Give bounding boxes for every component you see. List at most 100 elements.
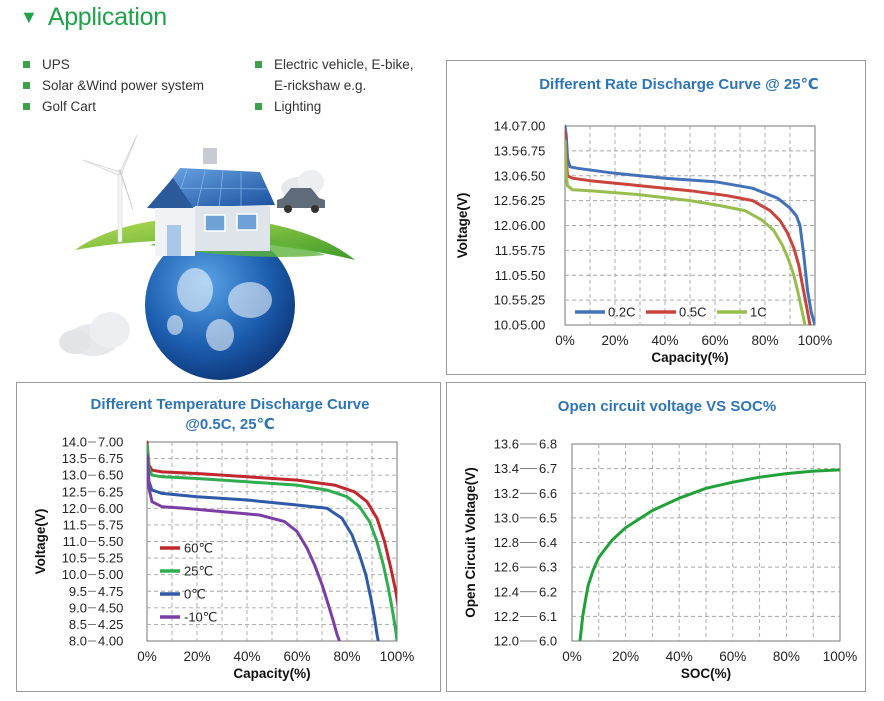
- car-icon: [277, 188, 325, 213]
- y-tick-label: 14.0: [62, 435, 87, 450]
- y-tick-label: 10.5: [62, 551, 87, 566]
- y2-tick-label: 6.75: [520, 143, 545, 158]
- bullet-icon: [255, 61, 262, 68]
- legend-label: -10℃: [184, 610, 217, 625]
- y2-tick-label: 6.25: [98, 484, 123, 499]
- y2-tick-label: 5.00: [98, 567, 123, 582]
- y-tick-label: 13.0: [62, 468, 87, 483]
- triangle-down-icon: ▼: [20, 7, 38, 27]
- x-tick-label: 0%: [137, 649, 157, 664]
- list-item: Lighting: [250, 96, 414, 117]
- y2-tick-label: 6.0: [539, 634, 557, 649]
- y2-tick-label: 5.50: [520, 268, 545, 283]
- ocv-soc-chart: Open circuit voltage VS SOC% 13.6 6.8 13.4 6…: [463, 398, 858, 681]
- chart-title: Different Rate Discharge Curve @ 25℃: [539, 76, 819, 93]
- y2-tick-label: 5.25: [520, 293, 545, 308]
- y2-tick-label: 6.25: [520, 193, 545, 208]
- y-tick-label: 11.0: [63, 534, 87, 549]
- y2-tick-label: 6.5: [539, 510, 557, 525]
- y-tick-label: 9.5: [69, 584, 87, 599]
- series-line: [565, 124, 815, 325]
- series-line: [147, 453, 341, 641]
- y2-tick-label: 6.50: [520, 168, 545, 183]
- x-tick-label: 20%: [183, 649, 210, 664]
- y-tick-label: 8.0: [69, 634, 87, 649]
- list-item-continuation: E-rickshaw e.g.: [274, 78, 367, 93]
- x-tick-label: 60%: [719, 649, 746, 664]
- y-tick-label: 13.5: [62, 451, 87, 466]
- x-tick-label: 100%: [798, 333, 833, 348]
- y-axis-label: Open Circuit Voltage(V): [463, 467, 478, 618]
- y-tick-label: 13.0: [494, 168, 519, 183]
- x-tick-label: 20%: [601, 333, 628, 348]
- y2-tick-label: 6.1: [539, 609, 557, 624]
- y2-tick-label: 6.00: [520, 218, 545, 233]
- y-tick-label: 12.4: [494, 584, 519, 599]
- y-tick-label: 12.2: [494, 609, 519, 624]
- bullet-icon: [255, 103, 262, 110]
- chart-title: Open circuit voltage VS SOC%: [558, 398, 776, 415]
- list-item: Golf Cart: [18, 96, 204, 117]
- x-axis-label: Capacity(%): [233, 666, 310, 681]
- series-line: [147, 443, 397, 641]
- x-tick-label: 80%: [751, 333, 778, 348]
- y2-tick-label: 6.2: [539, 584, 557, 599]
- y-tick-label: 12.5: [62, 484, 87, 499]
- y-tick-label: 12.0: [494, 634, 519, 649]
- y2-tick-label: 6.8: [539, 437, 557, 452]
- list-item: Solar &Wind power system: [18, 75, 204, 96]
- y-tick-label: 12.0: [494, 218, 519, 233]
- y-tick-label: 8.5: [69, 617, 87, 632]
- y-tick-label: 14.0: [494, 119, 519, 134]
- x-tick-label: 80%: [333, 649, 360, 664]
- x-tick-label: 40%: [666, 649, 693, 664]
- list-item: Electric vehicle, E-bike,: [250, 54, 414, 75]
- y2-tick-label: 5.00: [520, 318, 545, 333]
- x-tick-label: 40%: [233, 649, 260, 664]
- section-heading: ▼ Application: [20, 2, 167, 31]
- y-tick-label: 13.4: [494, 461, 519, 476]
- solar-house-globe-illustration: [59, 134, 355, 380]
- x-tick-label: 100%: [380, 649, 415, 664]
- temperature-discharge-chart-panel: Different Temperature Discharge Curve @0.…: [16, 382, 441, 692]
- series-line: [565, 129, 812, 325]
- x-tick-label: 0%: [555, 333, 575, 348]
- x-axis-label: SOC(%): [681, 666, 731, 681]
- y2-tick-label: 4.00: [98, 634, 123, 649]
- legend-label: 1C: [750, 305, 767, 320]
- rate-discharge-chart-panel: Different Rate Discharge Curve @ 25℃ 14.0…: [446, 60, 866, 375]
- x-tick-label: 100%: [823, 649, 858, 664]
- y-tick-label: 11.0: [495, 268, 519, 283]
- y2-tick-label: 7.00: [520, 119, 545, 134]
- y2-tick-label: 4.25: [98, 617, 123, 632]
- section-title: Application: [47, 2, 167, 31]
- y2-tick-label: 6.50: [98, 468, 123, 483]
- series-line: [147, 440, 397, 609]
- y-tick-label: 12.8: [494, 535, 519, 550]
- x-tick-label: 60%: [283, 649, 310, 664]
- y-tick-label: 10.0: [62, 567, 87, 582]
- y-tick-label: 12.0: [62, 501, 87, 516]
- y2-tick-label: 5.75: [520, 243, 545, 258]
- y-tick-label: 10.5: [494, 293, 519, 308]
- y-tick-label: 12.6: [494, 560, 519, 575]
- y-tick-label: 13.6: [494, 437, 519, 452]
- series-line: [565, 139, 807, 325]
- legend-label: 60℃: [184, 541, 213, 556]
- series-line: [147, 453, 380, 641]
- globe-icon: [145, 230, 295, 380]
- y2-tick-label: 6.4: [539, 535, 557, 550]
- rate-discharge-chart: Different Rate Discharge Curve @ 25℃ 14.0…: [455, 76, 833, 365]
- x-tick-label: 40%: [651, 333, 678, 348]
- list-item: UPS: [18, 54, 204, 75]
- legend-label: 25℃: [184, 564, 213, 579]
- x-axis-label: Capacity(%): [651, 350, 728, 365]
- legend-label: 0℃: [184, 587, 206, 602]
- y2-tick-label: 5.25: [98, 551, 123, 566]
- chart-subtitle: @0.5C, 25℃: [185, 416, 275, 433]
- cloud-icon: [59, 312, 130, 356]
- bullet-icon: [23, 82, 30, 89]
- y2-tick-label: 7.00: [98, 435, 123, 450]
- y-tick-label: 13.5: [494, 143, 519, 158]
- y2-tick-label: 4.75: [98, 584, 123, 599]
